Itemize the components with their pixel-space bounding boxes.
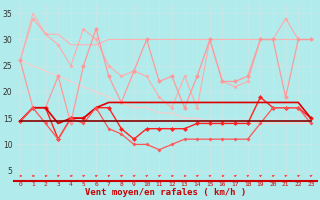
X-axis label: Vent moyen/en rafales ( km/h ): Vent moyen/en rafales ( km/h ) <box>85 188 246 197</box>
